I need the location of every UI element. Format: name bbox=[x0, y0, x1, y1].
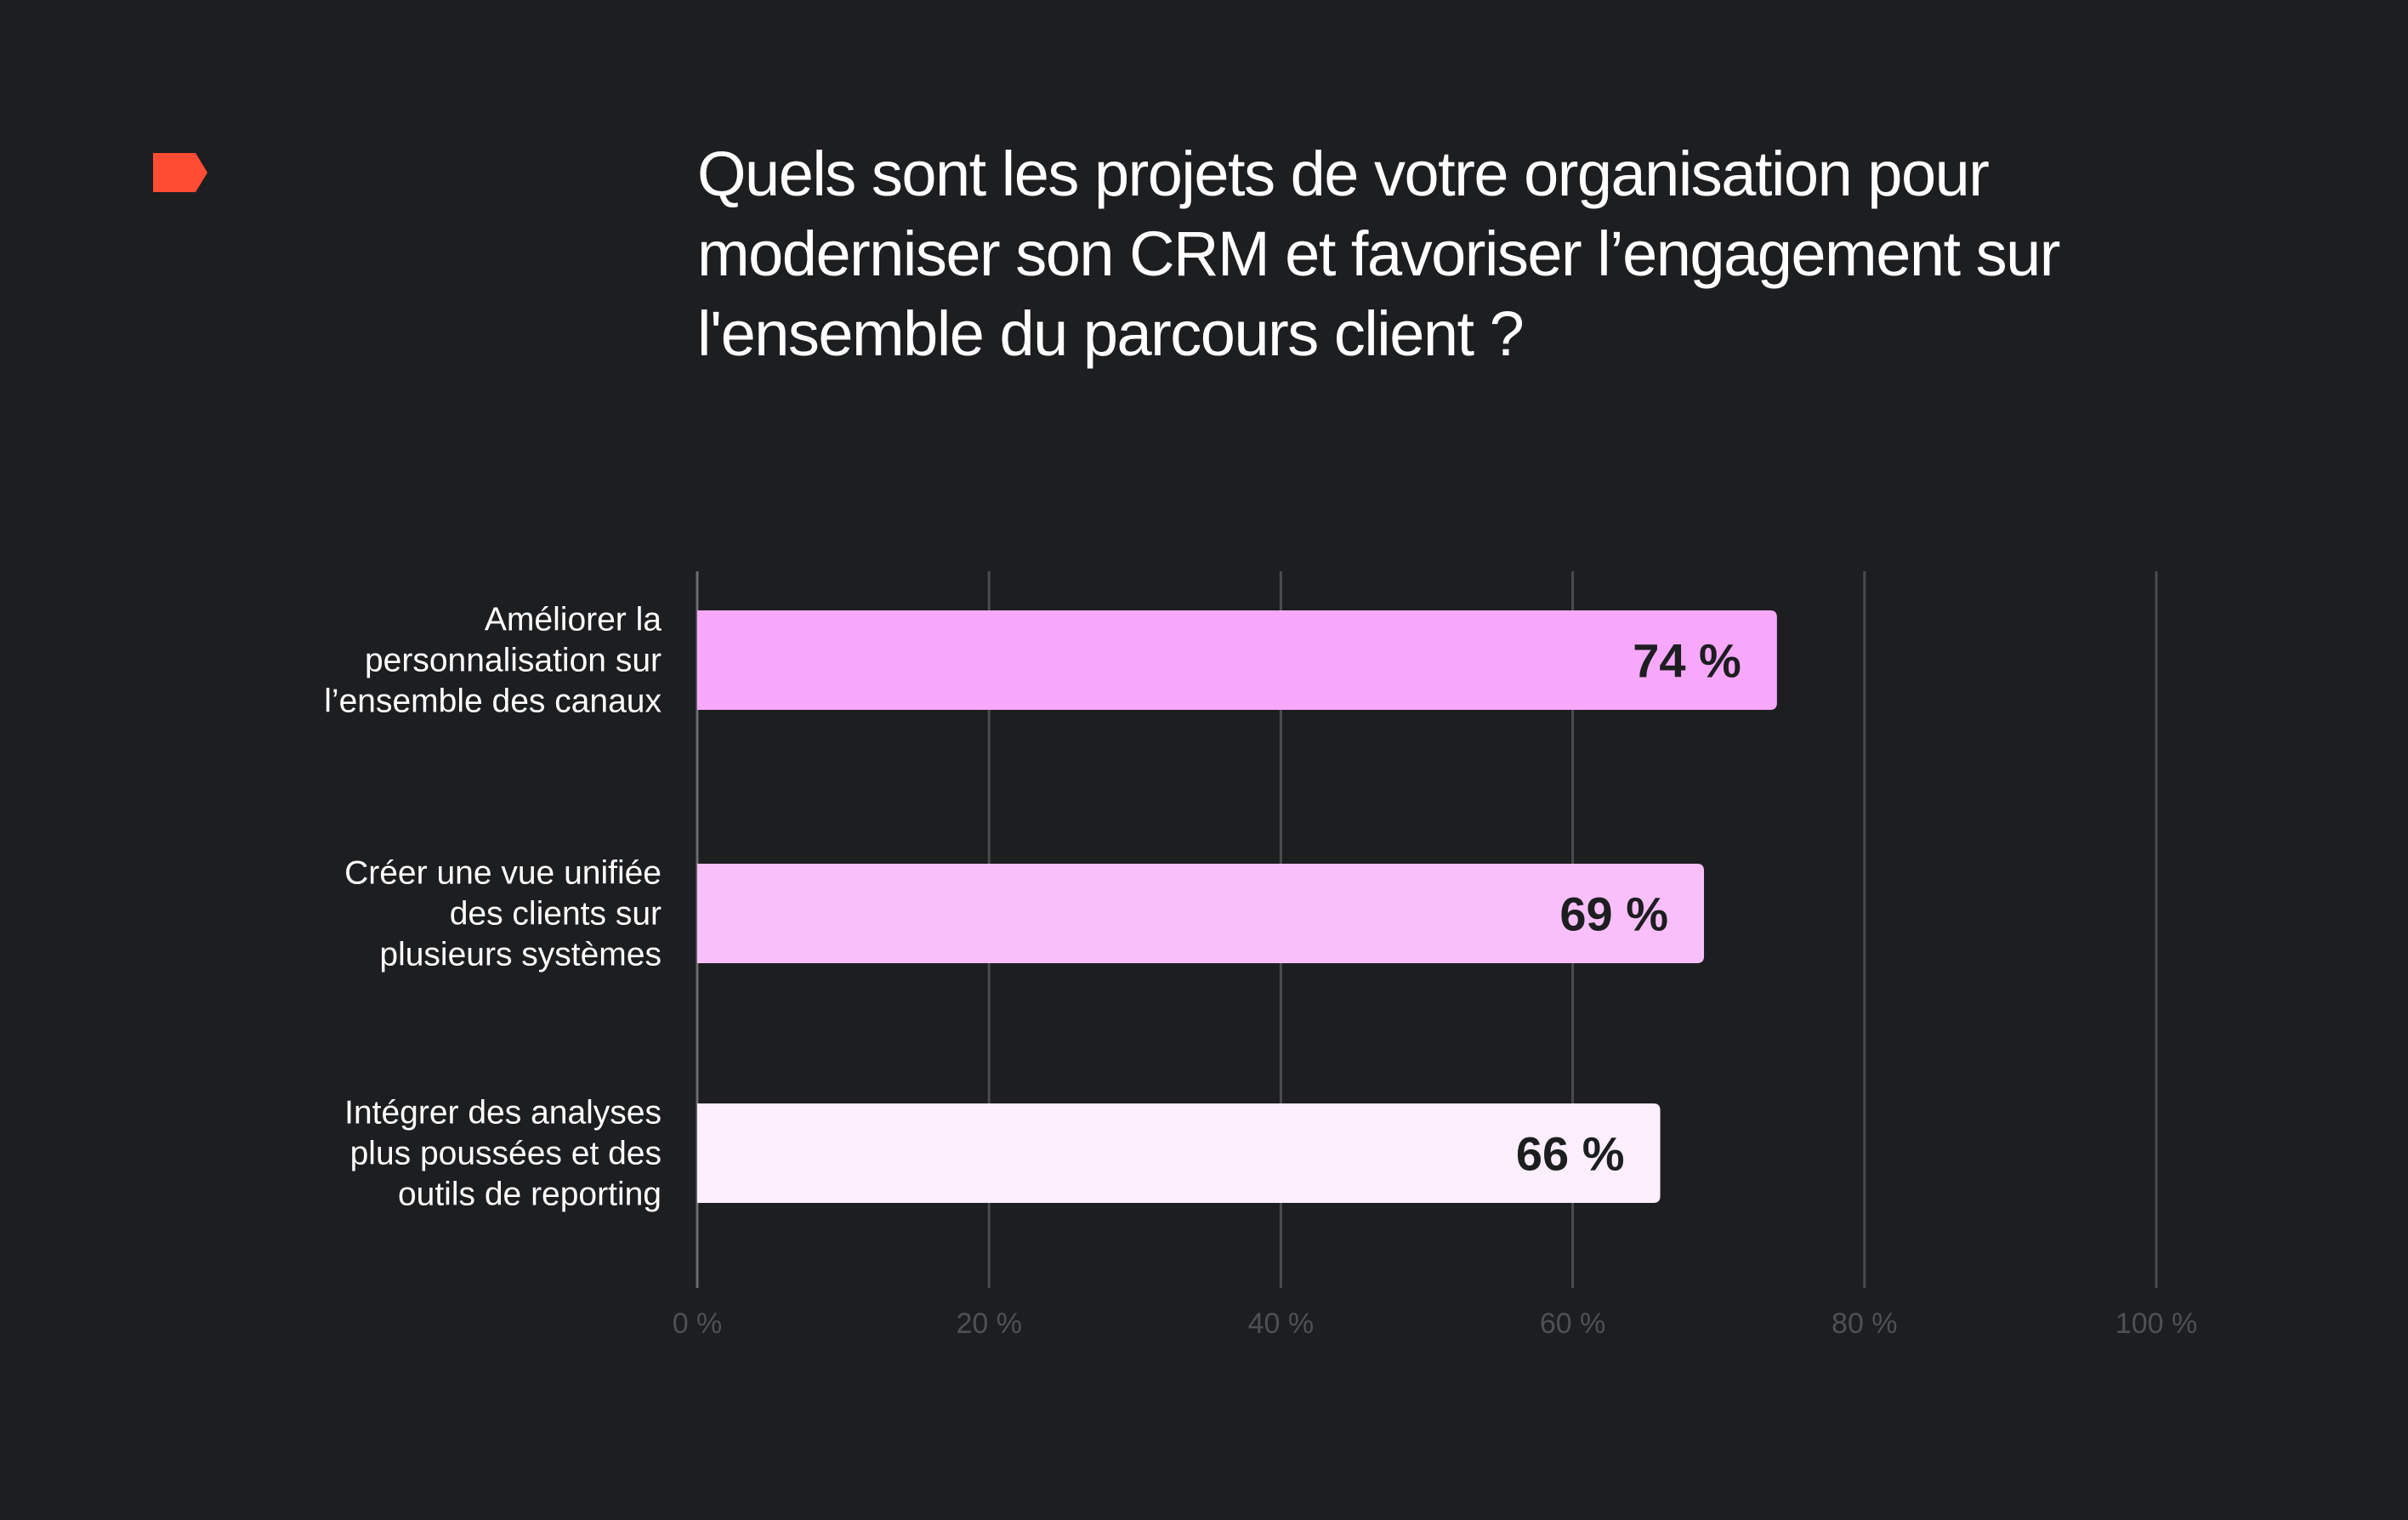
category-label: plus poussées et des bbox=[350, 1136, 662, 1172]
x-tick-label: 0 % bbox=[673, 1307, 723, 1340]
red-flag-logo-icon bbox=[153, 153, 207, 192]
bar-2 bbox=[697, 864, 1705, 963]
x-tick-label: 60 % bbox=[1540, 1307, 1606, 1340]
bar-1 bbox=[697, 610, 1777, 710]
x-tick-label: 80 % bbox=[1832, 1307, 1898, 1340]
category-label: Améliorer la bbox=[485, 602, 662, 638]
category-label: outils de reporting bbox=[398, 1177, 662, 1213]
bar-value-label: 74 % bbox=[1633, 634, 1741, 688]
chart-title: Quels sont les projets de votre organisa… bbox=[697, 139, 2060, 369]
category-label: personnalisation sur bbox=[365, 643, 662, 679]
category-label: Créer une vue unifiée bbox=[344, 855, 662, 892]
x-tick-label: 20 % bbox=[956, 1307, 1022, 1340]
bar-value-label: 69 % bbox=[1559, 888, 1668, 941]
bar-3 bbox=[697, 1103, 1661, 1203]
category-label: Intégrer des analyses bbox=[344, 1095, 662, 1131]
x-tick-label: 100 % bbox=[2116, 1307, 2197, 1340]
category-label: des clients sur bbox=[450, 896, 662, 933]
category-label: l’ensemble des canaux bbox=[324, 683, 662, 720]
bar-value-label: 66 % bbox=[1516, 1127, 1625, 1181]
x-tick-label: 40 % bbox=[1248, 1307, 1315, 1340]
category-label: plusieurs systèmes bbox=[379, 937, 662, 973]
